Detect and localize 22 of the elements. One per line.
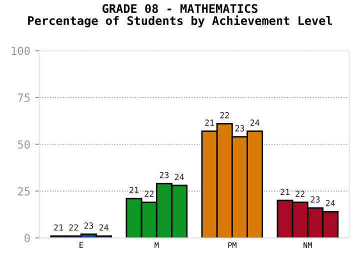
- series-label: 24: [250, 120, 260, 126]
- text: 21: [54, 224, 63, 231]
- text: 23: [310, 196, 320, 203]
- series-label: 22: [144, 190, 154, 197]
- text: 21: [280, 188, 290, 195]
- text: 24: [99, 224, 108, 231]
- chart-title: GRADE 08 - MATHEMATICS Percentage of Students by Achievement Level: [28, 4, 332, 28]
- text: 22: [296, 190, 304, 197]
- y-tick-label: 100: [12, 46, 30, 56]
- y-tick-label: 0: [24, 234, 30, 242]
- text: 21: [130, 186, 138, 194]
- series-label: 23: [235, 125, 244, 132]
- y-tick-label: 50: [18, 140, 30, 149]
- text: 22: [69, 224, 78, 231]
- text: 23: [84, 222, 94, 229]
- text: 24: [174, 174, 184, 180]
- text: 22: [220, 112, 229, 118]
- text: 23: [160, 172, 169, 178]
- text: 24: [326, 200, 335, 206]
- y-tick-label: 25: [18, 187, 30, 196]
- y-tick-label: 75: [18, 94, 30, 102]
- series-label: 21: [205, 120, 214, 126]
